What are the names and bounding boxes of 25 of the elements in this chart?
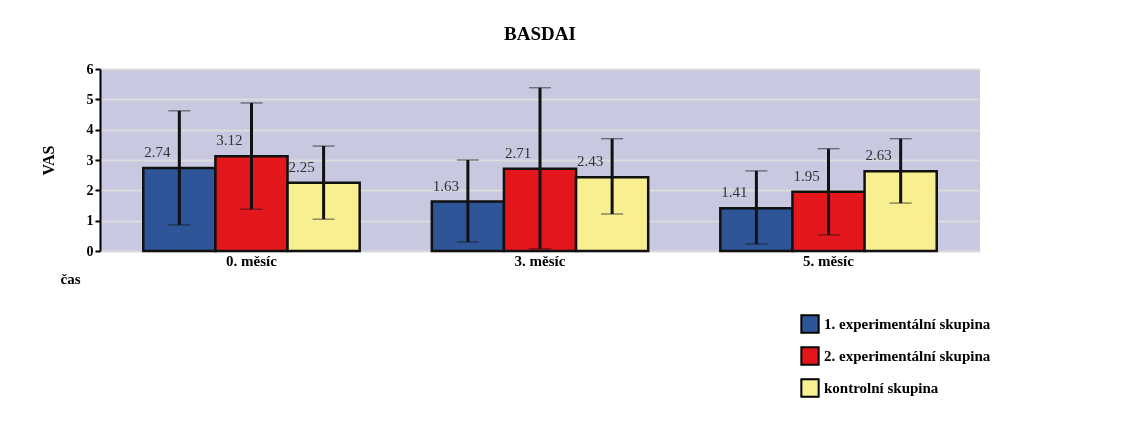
x-tick-label: 0. měsíc [226, 252, 278, 269]
x-tick-label: 5. měsíc [803, 252, 855, 269]
legend-label: 2. experimentální skupina [824, 348, 991, 364]
x-axis-title: čas [60, 270, 81, 287]
legend-label: kontrolní skupina [824, 380, 939, 396]
y-tick-label: 1 [86, 213, 94, 229]
y-axis-title: VAS [39, 145, 57, 176]
data-label: 1.41 [721, 184, 748, 201]
y-tick-label: 3 [86, 152, 94, 168]
data-label: 2.25 [288, 158, 315, 175]
legend-label: 1. experimentální skupina [824, 316, 991, 332]
y-tick-label: 0 [86, 243, 94, 259]
y-tick-label: 6 [86, 61, 94, 77]
y-tick-label: 4 [86, 122, 94, 138]
data-label: 3.12 [216, 132, 243, 149]
y-tick-label: 5 [86, 91, 94, 107]
data-label: 2.71 [504, 144, 532, 161]
data-label: 2.74 [144, 143, 171, 160]
data-label: 2.63 [865, 147, 892, 164]
y-tick-label: 2 [86, 182, 94, 198]
data-label: 1.63 [432, 177, 459, 194]
chart-title: BASDAI [504, 23, 576, 44]
x-tick-label: 3. měsíc [514, 252, 566, 269]
data-label: 1.95 [793, 167, 820, 184]
data-label: 2.43 [577, 153, 604, 170]
